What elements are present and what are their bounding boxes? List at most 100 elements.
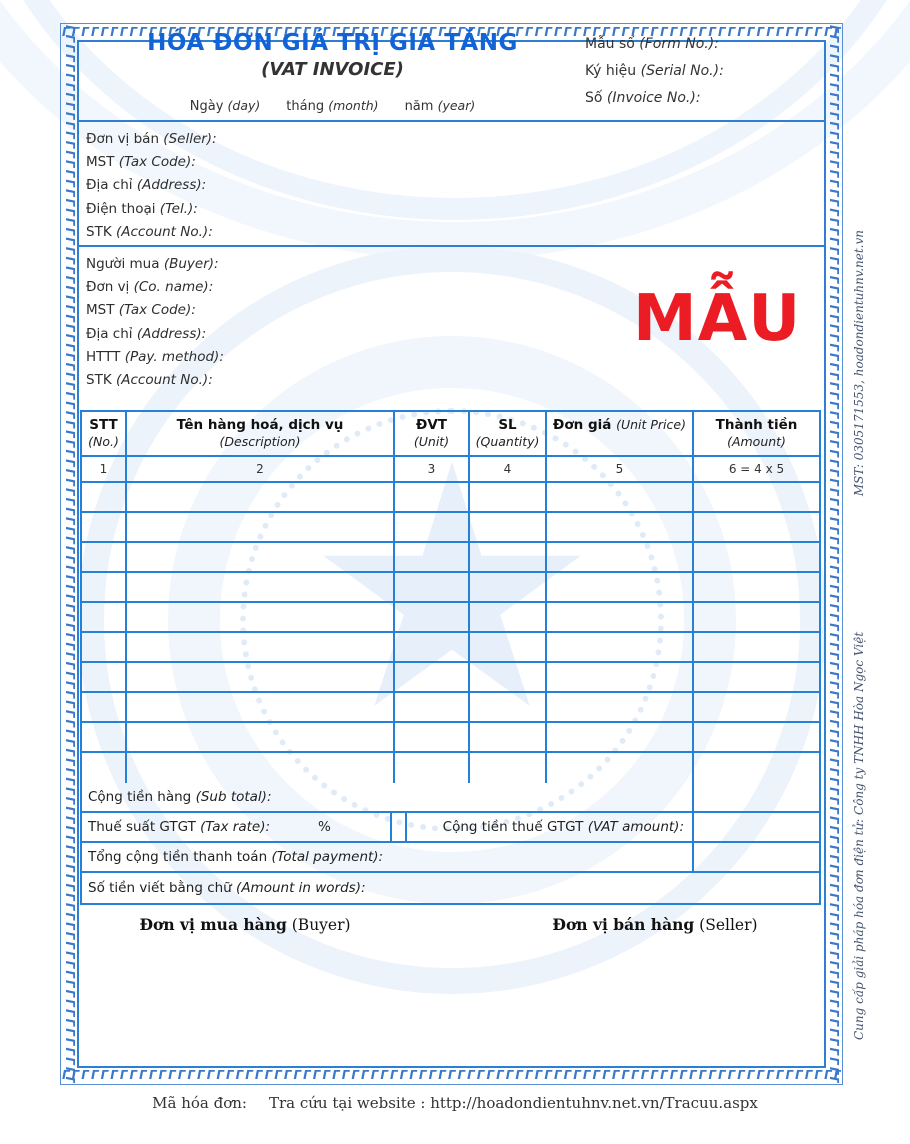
table-cell [694, 723, 819, 751]
table-cell [547, 633, 694, 661]
amount-in-words-row: Số tiền viết bằng chữ (Amount in words): [82, 873, 819, 903]
lookup-url-text[interactable]: Tra cứu tại website : http://hoadondient… [268, 1094, 758, 1112]
table-cell [82, 513, 127, 541]
border-right-pattern: ΓΓΓΓΓΓΓΓΓΓΓΓΓΓΓΓΓΓΓΓΓΓΓΓΓΓΓΓΓΓΓΓΓΓΓΓΓΓΓΓ… [826, 25, 841, 1083]
table-cell [694, 573, 819, 601]
buyer-tax-code-field: MST (Tax Code): [86, 302, 196, 319]
total-payment-label: Tổng cộng tiền thanh toán (Total payment… [82, 843, 694, 871]
serial-no-field: Ký hiệu (Serial No.): [585, 63, 724, 79]
table-cell [82, 483, 127, 511]
table-cell [470, 693, 547, 721]
items-table: STT (No.) Tên hàng hoá, dịch vụ (Descripti… [80, 410, 821, 905]
table-cell [82, 723, 127, 751]
invoice-title: HÓA ĐƠN GIÁ TRỊ GIA TĂNG [147, 30, 518, 56]
col-header-quantity: SL (Quantity) [470, 412, 547, 455]
table-row [82, 753, 819, 783]
table-row [82, 543, 819, 573]
col-header-stt: STT (No.) [82, 412, 127, 455]
seller-account-field: STK (Account No.): [86, 223, 213, 240]
invoice-meta: Mẫu số (Form No.): Ký hiệu (Serial No.):… [585, 34, 830, 115]
table-row [82, 513, 819, 543]
border-bottom-band: ΓΓΓΓΓΓΓΓΓΓΓΓΓΓΓΓΓΓΓΓΓΓΓΓΓΓΓΓΓΓΓΓΓΓΓΓΓΓΓΓ… [62, 1068, 841, 1082]
tax-rate-gap-cell [392, 813, 407, 841]
seller-buyer-divider [77, 245, 826, 247]
table-cell [395, 753, 470, 783]
table-cell [694, 543, 819, 571]
amount-in-words-label: Số tiền viết bằng chữ (Amount in words): [88, 880, 366, 896]
table-cell [547, 603, 694, 631]
col-no: 1 [82, 457, 127, 481]
buyer-account-field: STK (Account No.): [86, 371, 213, 388]
table-cell [395, 633, 470, 661]
table-cell [470, 723, 547, 751]
table-cell [127, 693, 395, 721]
table-row [82, 663, 819, 693]
table-row [82, 633, 819, 663]
provider-tax-contact: MST: 0305171553, hoadondientuhnv.net.vn [852, 230, 866, 497]
frame-outer-line [60, 23, 843, 1085]
column-number-row: 1 2 3 4 5 6 = 4 x 5 [82, 457, 819, 483]
col-no: 2 [127, 457, 395, 481]
table-cell [127, 753, 395, 783]
col-no: 6 = 4 x 5 [728, 462, 785, 476]
table-row [82, 483, 819, 513]
table-cell [82, 753, 127, 783]
header-divider [77, 120, 826, 122]
table-cell [694, 693, 819, 721]
total-payment-row: Tổng cộng tiền thanh toán (Total payment… [82, 843, 819, 873]
table-cell [127, 603, 395, 631]
table-cell [127, 573, 395, 601]
specimen-stamp: MẪU [633, 282, 802, 356]
table-row [82, 723, 819, 753]
total-payment-value [694, 843, 819, 871]
table-cell [127, 483, 395, 511]
buyer-name-field: Người mua (Buyer): [86, 256, 219, 272]
seller-signature-title: Đơn vị bán hàng (Seller) [552, 915, 758, 934]
buyer-signature-title: Đơn vị mua hàng (Buyer) [139, 915, 351, 934]
seller-block: Đơn vị bán (Seller): MST (Tax Code): Địa… [86, 128, 586, 244]
seller-address-field: Địa chỉ (Address): [86, 177, 207, 194]
table-cell [470, 603, 547, 631]
subtotal-value [694, 783, 819, 811]
invoice-no-field: Số (Invoice No.): [585, 90, 701, 106]
table-cell [694, 603, 819, 631]
table-cell [395, 483, 470, 511]
table-cell [694, 483, 819, 511]
table-cell [395, 723, 470, 751]
col-header-description: Tên hàng hoá, dịch vụ (Description) [127, 412, 395, 455]
form-no-field: Mẫu số (Form No.): [585, 36, 719, 52]
table-cell [127, 633, 395, 661]
table-cell [547, 573, 694, 601]
table-cell [547, 543, 694, 571]
buyer-payment-method-field: HTTT (Pay. method): [86, 348, 224, 365]
table-cell [547, 723, 694, 751]
tax-rate-label: Thuế suất GTGT (Tax rate):% [82, 813, 392, 841]
date-line: Ngày (day) tháng (month) năm (year) [85, 98, 580, 114]
table-row [82, 573, 819, 603]
col-header-unit: ĐVT (Unit) [395, 412, 470, 455]
buyer-address-field: Địa chỉ (Address): [86, 325, 207, 342]
table-cell [395, 663, 470, 691]
border-left-pattern: ΓΓΓΓΓΓΓΓΓΓΓΓΓΓΓΓΓΓΓΓΓΓΓΓΓΓΓΓΓΓΓΓΓΓΓΓΓΓΓΓ… [62, 25, 77, 1083]
buyer-company-field: Đơn vị (Co. name): [86, 279, 214, 296]
table-row [82, 603, 819, 633]
table-cell [470, 633, 547, 661]
date-day: Ngày (day) [189, 98, 261, 114]
table-cell [82, 663, 127, 691]
table-cell [470, 543, 547, 571]
table-cell [82, 633, 127, 661]
table-cell [470, 753, 547, 783]
vat-amount-label: Cộng tiền thuế GTGT (VAT amount): [407, 813, 694, 841]
table-cell [395, 513, 470, 541]
footer-lookup-line: Mã hóa đơn: Tra cứu tại website : http://… [0, 1094, 910, 1112]
table-cell [127, 663, 395, 691]
table-cell [127, 543, 395, 571]
subtotal-row: Cộng tiền hàng (Sub total): [82, 783, 819, 813]
table-cell [127, 513, 395, 541]
table-cell [470, 513, 547, 541]
table-cell [547, 663, 694, 691]
table-cell [694, 633, 819, 661]
table-body [82, 483, 819, 783]
col-header-unit-price: Đơn giá (Unit Price) [547, 412, 694, 455]
border-top-band: ΓΓΓΓΓΓΓΓΓΓΓΓΓΓΓΓΓΓΓΓΓΓΓΓΓΓΓΓΓΓΓΓΓΓΓΓΓΓΓΓ… [62, 25, 841, 39]
